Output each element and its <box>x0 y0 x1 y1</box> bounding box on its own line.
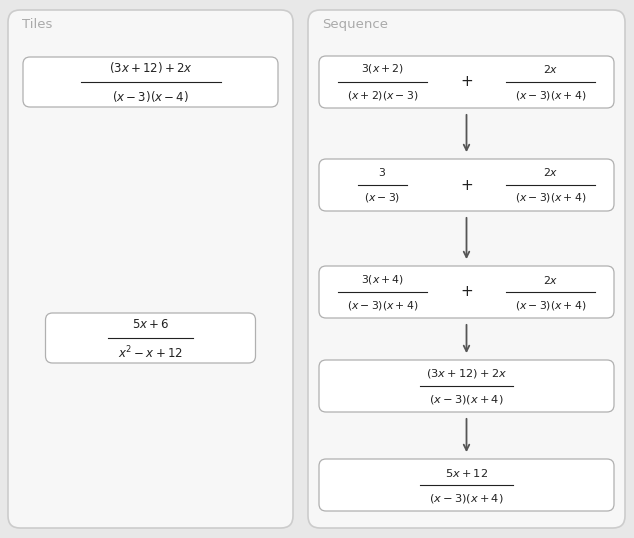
FancyBboxPatch shape <box>319 360 614 412</box>
Text: $(x - 3)(x + 4)$: $(x - 3)(x + 4)$ <box>347 299 418 312</box>
Text: $5x + 12$: $5x + 12$ <box>445 466 488 478</box>
FancyBboxPatch shape <box>23 57 278 107</box>
Text: $(x - 3)$: $(x - 3)$ <box>365 192 401 204</box>
Text: $(x - 3)(x + 4)$: $(x - 3)(x + 4)$ <box>515 88 586 102</box>
Text: $3(x + 2)$: $3(x + 2)$ <box>361 62 404 75</box>
Text: $(3x + 12) + 2x$: $(3x + 12) + 2x$ <box>426 366 507 379</box>
Text: $3$: $3$ <box>378 166 387 179</box>
Text: $x^2 - x + 12$: $x^2 - x + 12$ <box>118 344 183 361</box>
Text: +: + <box>460 74 473 89</box>
Text: $(3x + 12) + 2x$: $(3x + 12) + 2x$ <box>108 60 193 75</box>
FancyBboxPatch shape <box>308 10 625 528</box>
Text: $(x - 3)(x + 4)$: $(x - 3)(x + 4)$ <box>515 192 586 204</box>
Text: $(x - 3)(x + 4)$: $(x - 3)(x + 4)$ <box>429 393 504 406</box>
FancyBboxPatch shape <box>319 459 614 511</box>
FancyBboxPatch shape <box>46 313 256 363</box>
Text: $(x - 3)(x + 4)$: $(x - 3)(x + 4)$ <box>515 299 586 312</box>
Text: $2x$: $2x$ <box>543 63 559 75</box>
Text: +: + <box>460 178 473 193</box>
Text: Tiles: Tiles <box>22 18 53 31</box>
Text: $3(x + 4)$: $3(x + 4)$ <box>361 273 404 286</box>
Text: $(x - 3)(x + 4)$: $(x - 3)(x + 4)$ <box>429 492 504 505</box>
Text: $2x$: $2x$ <box>543 166 559 179</box>
Text: +: + <box>460 285 473 300</box>
FancyBboxPatch shape <box>319 56 614 108</box>
Text: Sequence: Sequence <box>322 18 388 31</box>
FancyBboxPatch shape <box>319 266 614 318</box>
Text: $(x + 2)(x - 3)$: $(x + 2)(x - 3)$ <box>347 88 418 102</box>
FancyBboxPatch shape <box>319 159 614 211</box>
Text: $5x + 6$: $5x + 6$ <box>132 318 169 331</box>
Text: $(x - 3)(x - 4)$: $(x - 3)(x - 4)$ <box>112 88 189 103</box>
Text: $2x$: $2x$ <box>543 273 559 286</box>
FancyBboxPatch shape <box>8 10 293 528</box>
